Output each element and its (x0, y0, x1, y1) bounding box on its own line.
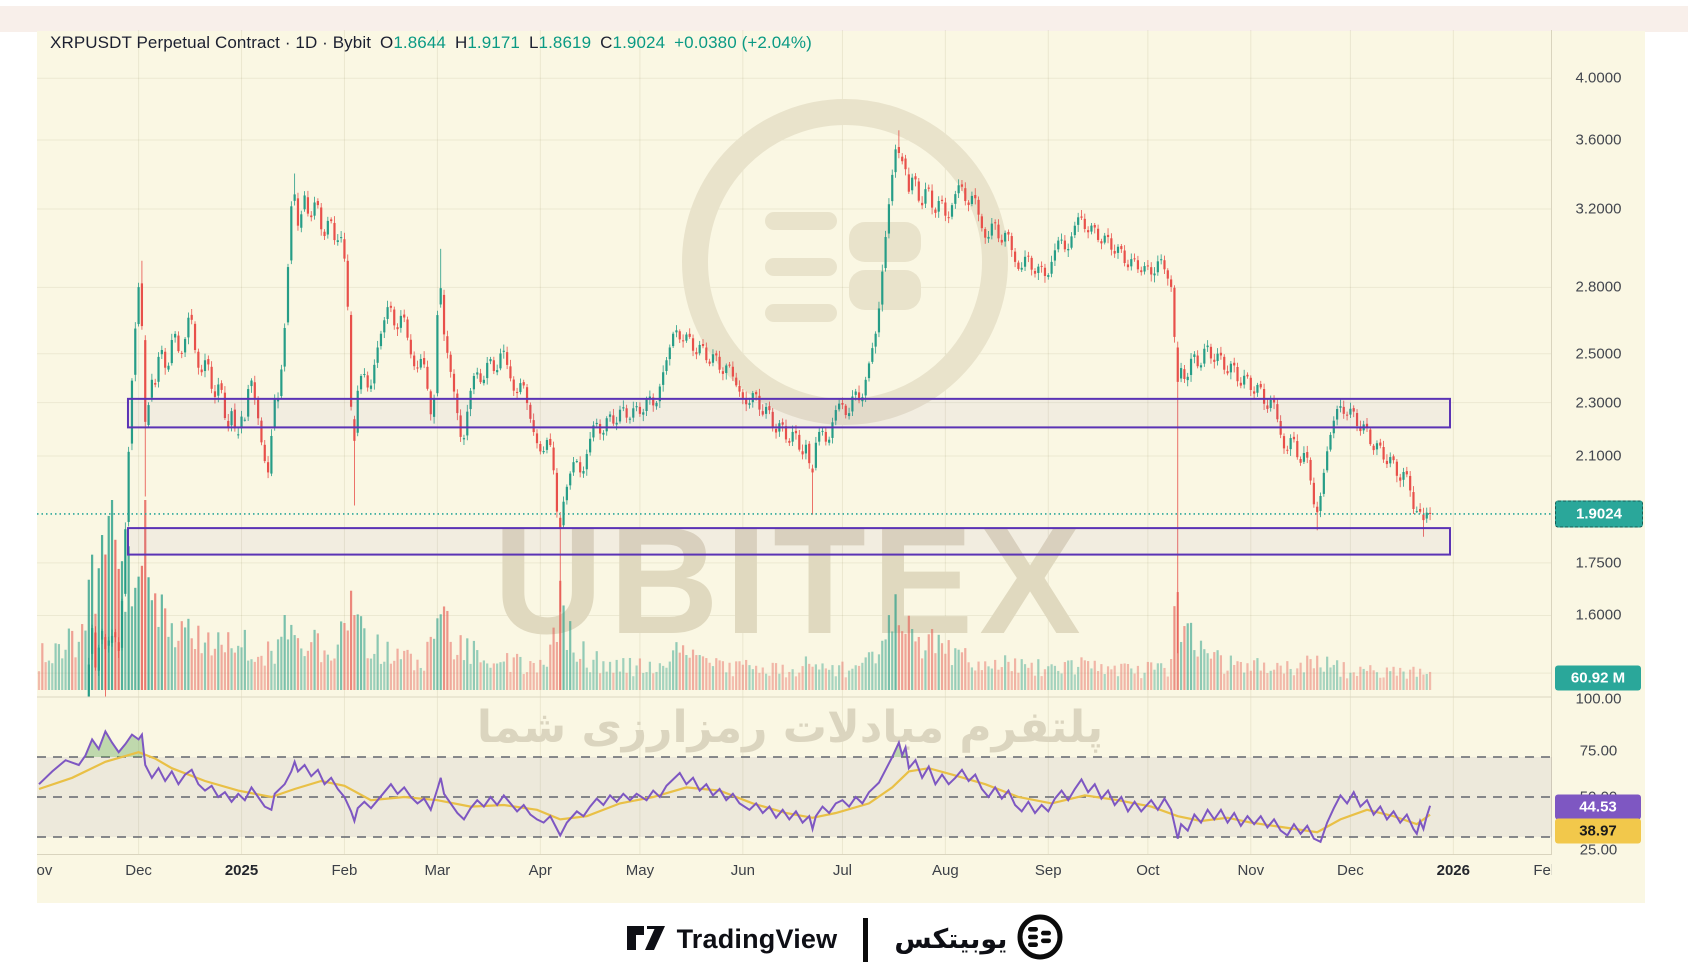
tradingview-logo-icon (625, 919, 667, 960)
time-axis-label: Jun (730, 862, 755, 879)
candlesticks (87, 130, 1432, 697)
tradingview-label: TradingView (676, 924, 838, 954)
axis-badge: 60.92 M (1555, 665, 1641, 691)
rsi-pane (37, 729, 1552, 844)
ohlc-value: 1.8644 (393, 33, 446, 52)
footer-divider (863, 917, 869, 962)
time-axis[interactable]: Nov Dec 2025 Feb Mar Apr May Jun Jul Aug Sep Oct Nov… (37, 855, 1552, 903)
tradingview-link[interactable]: TradingView (625, 919, 838, 960)
ubitex-watermark: UBITEX پلتفرم مبادلات رمزارزی شما (477, 99, 1103, 753)
symbol-title: XRPUSDT Perpetual Contract · 1D · Bybit (50, 33, 372, 52)
price-axis-label: 3.6000 (1575, 131, 1622, 149)
page-top-band (0, 6, 1688, 32)
price-axis-label: 3.2000 (1575, 200, 1622, 218)
price-axis-label: 2.8000 (1575, 278, 1622, 296)
svg-text:UBITEX: UBITEX (493, 496, 1086, 666)
ohlc-key: H (454, 33, 468, 52)
footer: TradingView یوبیتکس (0, 903, 1688, 976)
demand-box[interactable] (126, 527, 1452, 556)
ohlc-value: 1.8619 (538, 33, 592, 52)
time-axis-label: May (625, 862, 655, 879)
symbol-legend[interactable]: XRPUSDT Perpetual Contract · 1D · Bybit O… (50, 33, 812, 55)
price-change: +0.0380 (+2.04%) (674, 33, 812, 52)
ohlc-key: L (528, 33, 539, 52)
price-axis-label: 1.6000 (1575, 606, 1622, 624)
time-axis-label: Nov (1237, 862, 1265, 879)
time-axis-label: Dec (125, 862, 152, 879)
time-axis-label: Aug (932, 862, 959, 879)
time-axis-label: Mar (424, 862, 451, 879)
rsi-axis-label: 75.00 (1579, 742, 1618, 760)
ohlc-value: 1.9171 (467, 33, 520, 52)
ohlc-key: O (380, 33, 394, 52)
time-axis-label: Feb (331, 862, 358, 879)
time-axis-label: Apr (528, 862, 552, 879)
ubitex-logo-icon (1017, 914, 1063, 965)
time-axis-label: Feb (1533, 862, 1552, 879)
price-axis-label: 1.7500 (1575, 554, 1622, 572)
ohlc-value: 1.9024 (612, 33, 666, 52)
svg-text:پلتفرم مبادلات رمزارزی شما: پلتفرم مبادلات رمزارزی شما (477, 702, 1103, 753)
price-axis-label: 2.5000 (1575, 345, 1622, 363)
ubitex-brand-label: یوبیتکس (894, 924, 1008, 954)
rsi-axis-label: 100.00 (1575, 690, 1622, 708)
price-axis-label: 4.0000 (1575, 69, 1622, 87)
chart-canvas[interactable]: UBITEX پلتفرم مبادلات رمزارزی شما (37, 30, 1552, 855)
axis-badge: 44.53 (1555, 794, 1641, 820)
price-axis-label: 2.1000 (1575, 447, 1622, 465)
time-axis-label: Oct (1136, 862, 1160, 879)
time-axis-label: 2026 (1436, 862, 1470, 879)
ohlc-key: C (600, 33, 613, 52)
axis-badge: 38.97 (1555, 818, 1641, 844)
axis-badge: 1.9024 (1555, 500, 1643, 528)
volume-bars (37, 500, 1432, 690)
rsi-axis-label: 25.00 (1579, 841, 1618, 859)
time-axis-label: 2025 (224, 862, 259, 879)
price-scale[interactable]: 4.0000 3.6000 3.2000 2.8000 2.5000 2.3000 2.10… (1552, 30, 1645, 859)
time-axis-label: Nov (37, 862, 53, 879)
price-axis-label: 2.3000 (1575, 394, 1622, 412)
time-axis-label: Dec (1337, 862, 1364, 879)
supply-box[interactable] (126, 397, 1452, 429)
time-axis-label: Jul (832, 862, 853, 879)
time-axis-label: Sep (1034, 862, 1062, 879)
ubitex-link[interactable]: یوبیتکس (894, 914, 1063, 965)
